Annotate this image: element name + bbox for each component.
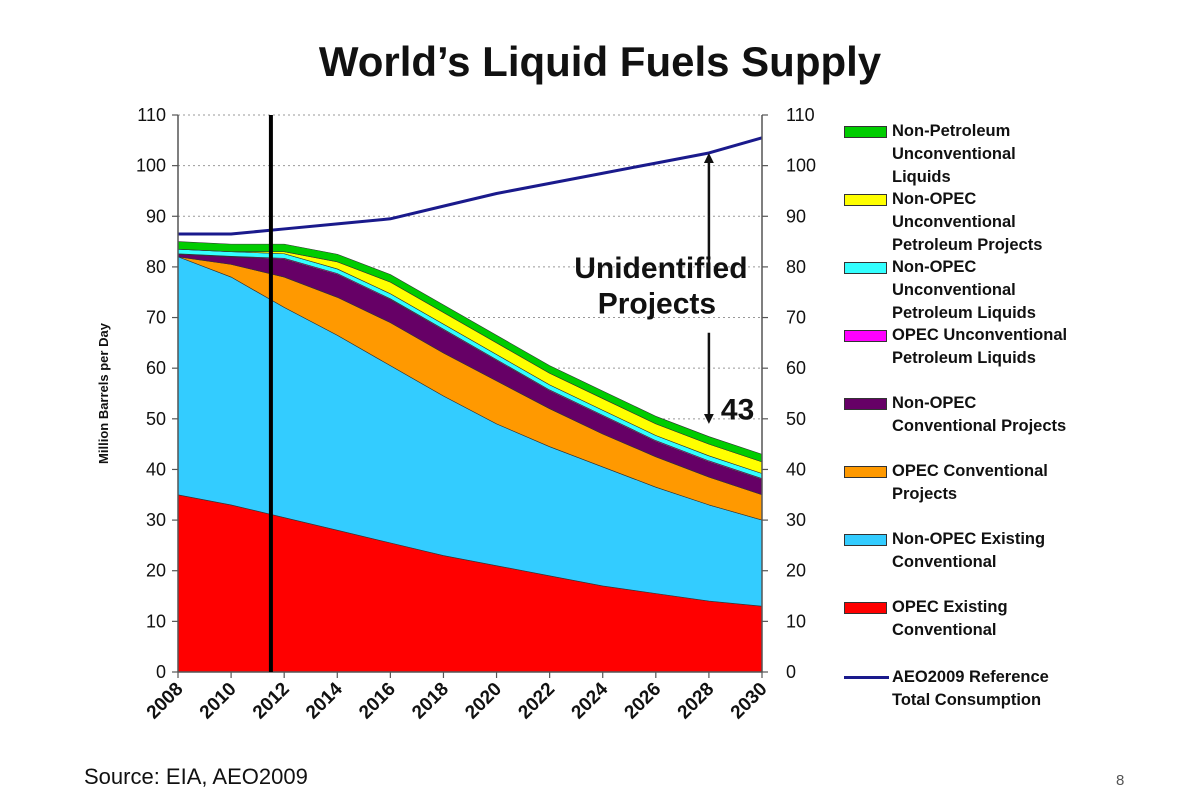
- legend-label-line: Total Consumption: [892, 691, 1042, 709]
- legend-label: AEO2009 Reference Total Consumption: [892, 666, 1132, 712]
- y-tick-label-right: 40: [786, 459, 806, 479]
- y-tick-label-left: 10: [146, 611, 166, 631]
- y-tick-label-right: 70: [786, 308, 806, 328]
- legend-label: OPEC Existing Conventional: [892, 596, 1132, 642]
- legend-label-line: Non-OPEC: [892, 394, 977, 412]
- legend-swatch: [844, 466, 887, 478]
- legend-label-line: OPEC Unconventional: [892, 326, 1068, 344]
- x-tick-label: 2014: [302, 678, 347, 723]
- legend-label-line: Non-OPEC Existing: [892, 530, 1046, 548]
- legend-swatch: [844, 330, 887, 342]
- legend-label-line: Conventional: [892, 621, 997, 639]
- y-tick-label-right: 0: [786, 662, 796, 682]
- y-tick-label-right: 80: [786, 257, 806, 277]
- legend-label-line: Unconventional: [892, 145, 1016, 163]
- y-tick-label-left: 20: [146, 561, 166, 581]
- legend-label: Non-OPEC Unconventional Petroleum Projects: [892, 188, 1132, 257]
- y-tick-label-right: 50: [786, 409, 806, 429]
- legend-label-line: Non-OPEC: [892, 258, 977, 276]
- x-tick-label: 2020: [461, 679, 506, 724]
- legend-swatch: [844, 602, 887, 614]
- legend-swatch: [844, 262, 887, 274]
- legend-label-line: AEO2009 Reference: [892, 668, 1049, 686]
- legend-label-line: Unconventional: [892, 281, 1016, 299]
- x-tick-label: 2008: [143, 679, 188, 724]
- x-tick-label: 2030: [727, 679, 772, 724]
- reference-consumption-line: [178, 136, 763, 236]
- y-tick-label-right: 20: [786, 561, 806, 581]
- legend-swatch: [844, 534, 887, 546]
- chart-title: World’s Liquid Fuels Supply: [318, 38, 882, 85]
- x-tick-label: 2012: [249, 679, 294, 724]
- y-tick-label-left: 80: [146, 257, 166, 277]
- legend-label: Non-OPEC Unconventional Petroleum Liquids: [892, 256, 1132, 325]
- annotation-projects: Projects: [598, 287, 716, 320]
- legend-label: Non-Petroleum Unconventional Liquids: [892, 120, 1132, 189]
- y-tick-label-left: 110: [137, 105, 166, 125]
- legend-label: OPEC Unconventional Petroleum Liquids: [892, 324, 1132, 370]
- legend-label: Non-OPEC Existing Conventional: [892, 528, 1132, 574]
- stacked-areas: [177, 241, 763, 673]
- x-tick-label: 2022: [514, 679, 559, 724]
- page-number: 8: [1116, 772, 1125, 789]
- x-tick-label: 2028: [674, 679, 719, 724]
- legend-label-line: OPEC Existing: [892, 598, 1008, 616]
- legend-label-line: Petroleum Liquids: [892, 349, 1036, 367]
- x-tick-label: 2016: [355, 679, 400, 724]
- legend-label-line: Non-Petroleum: [892, 122, 1011, 140]
- legend-label-line: Conventional Projects: [892, 417, 1067, 435]
- reference-line-layer: [178, 136, 763, 236]
- legend-label-line: Petroleum Liquids: [892, 304, 1036, 322]
- y-axis-title: Million Barrels per Day: [96, 322, 111, 464]
- legend-swatch: [844, 126, 887, 138]
- legend-label-line: Unconventional: [892, 213, 1016, 231]
- x-tick-label: 2024: [568, 678, 613, 723]
- legend-label: OPEC Conventional Projects: [892, 460, 1132, 506]
- legend-label: Non-OPEC Conventional Projects: [892, 392, 1132, 438]
- legend-label-line: Petroleum Projects: [892, 236, 1043, 254]
- legend-swatch: [844, 398, 887, 410]
- x-tick-label: 2010: [196, 679, 241, 724]
- y-tick-label-right: 100: [786, 156, 816, 176]
- legend-line-swatch: [844, 676, 889, 679]
- y-tick-label-left: 50: [146, 409, 166, 429]
- legend-label-line: Non-OPEC: [892, 190, 977, 208]
- y-tick-label-left: 40: [146, 459, 166, 479]
- x-tick-label: 2018: [408, 679, 453, 724]
- y-tick-label-left: 70: [146, 308, 166, 328]
- y-tick-label-left: 100: [136, 156, 166, 176]
- legend-swatch: [844, 194, 887, 206]
- y-tick-label-left: 30: [146, 510, 166, 530]
- y-tick-label-left: 90: [146, 206, 166, 226]
- y-tick-label-right: 10: [786, 611, 806, 631]
- legend-label-line: Liquids: [892, 168, 951, 186]
- legend-label-line: OPEC Conventional: [892, 462, 1048, 480]
- y-tick-label-right: 60: [786, 358, 806, 378]
- source-note: Source: EIA, AEO2009: [84, 764, 308, 789]
- annotation-unidentified: Unidentified: [574, 252, 747, 285]
- y-tick-label-right: 90: [786, 206, 806, 226]
- legend-label-line: Conventional: [892, 553, 997, 571]
- y-tick-label-right: 110: [786, 105, 815, 125]
- legend-label-line: Projects: [892, 485, 958, 503]
- x-tick-label: 2026: [621, 679, 666, 724]
- y-tick-label-left: 60: [146, 358, 166, 378]
- y-tick-label-right: 30: [786, 510, 806, 530]
- y-tick-label-left: 0: [156, 662, 166, 682]
- annotation-gap-value: 43: [721, 394, 754, 427]
